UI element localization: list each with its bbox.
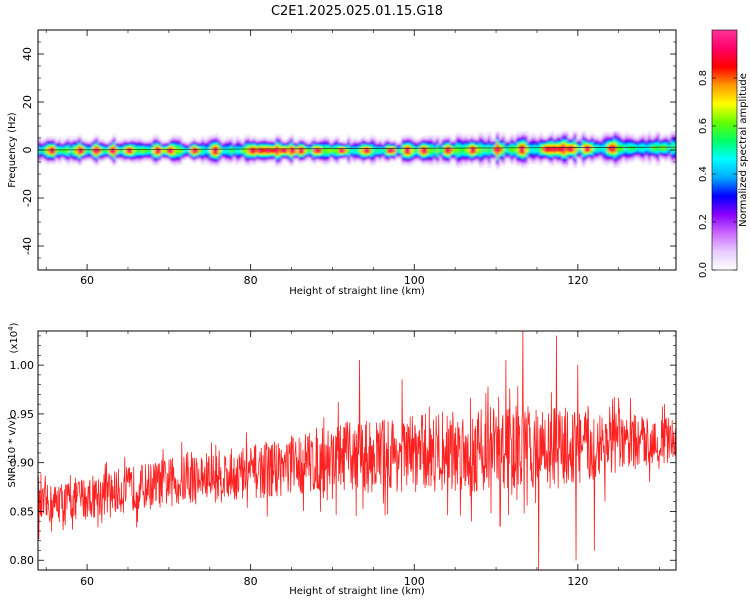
colorbar-tick-label: 0.6 [698, 118, 709, 134]
heatmap-x-axis: 60 80 100 120 [45, 30, 660, 287]
y-tick-label: -20 [21, 189, 34, 207]
x-tick-label: 120 [567, 274, 588, 287]
y-tick-label: 0 [21, 147, 34, 154]
colorbar-tick-label: 0.0 [698, 262, 709, 278]
figure-title: C2E1.2025.025.01.15.G18 [271, 4, 443, 19]
x-tick-label: 120 [567, 575, 588, 588]
x-tick-label: 100 [404, 274, 425, 287]
y-tick-label: 0.80 [10, 554, 35, 567]
colorbar-tick-label: 0.8 [698, 70, 709, 86]
colorbar-ticks: 0.0 0.2 0.4 0.6 0.8 [698, 70, 737, 278]
heatmap-y-axis: 40 20 0 -20 -40 [21, 29, 676, 271]
snr-y-axis: 0.80 0.85 0.90 0.95 1.00 [10, 335, 676, 571]
x-tick-label: 60 [80, 575, 94, 588]
colorbar-gradient [712, 30, 737, 270]
colorbar-tick-label: 0.2 [698, 214, 709, 230]
y-tick-label: 0.85 [10, 505, 35, 518]
colorbar-label: Normalized spectral amplitude [738, 73, 749, 227]
snr-x-label: Height of straight line (km) [289, 586, 425, 597]
snr-x-axis: 60 80 100 120 [45, 331, 660, 588]
heatmap-x-label: Height of straight line (km) [289, 286, 425, 297]
x-tick-label: 100 [404, 575, 425, 588]
x-tick-label: 80 [244, 575, 258, 588]
y-tick-label: 20 [21, 95, 34, 109]
y-tick-label: 1.00 [10, 359, 35, 372]
center-trace [38, 146, 676, 151]
snr-panel: 60 80 100 120 0.80 0.85 0.90 0.95 1.00 Height o… [7, 322, 677, 597]
heatmap-panel: 60 80 100 120 40 20 0 -20 -40 Height of straigh… [7, 29, 677, 297]
y-tick-label: 40 [21, 47, 34, 61]
y-tick-label: 0.95 [10, 408, 35, 421]
y-tick-label: 0.90 [10, 457, 35, 470]
heatmap-band [38, 131, 676, 170]
x-tick-label: 60 [80, 274, 94, 287]
y-tick-label: -40 [21, 237, 34, 255]
colorbar: 0.0 0.2 0.4 0.6 0.8 Normalized spectral ampl… [698, 29, 749, 278]
x-tick-label: 80 [244, 274, 258, 287]
heatmap-y-label: Frequency (Hz) [7, 112, 18, 188]
snr-y-scale-note: (x104) [7, 322, 20, 353]
colorbar-tick-label: 0.4 [698, 166, 709, 182]
snr-y-label: SNR (10 * v/v) [7, 416, 18, 487]
snr-series-line [38, 331, 676, 570]
